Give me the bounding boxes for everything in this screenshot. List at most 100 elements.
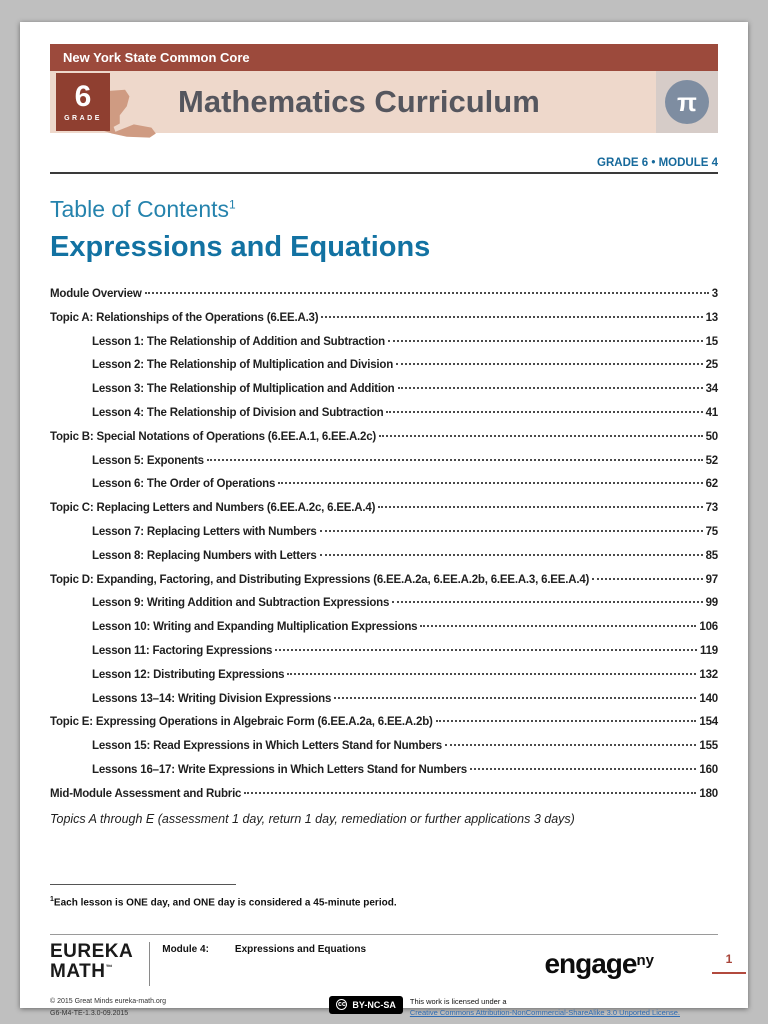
toc-row: Lesson 1: The Relationship of Addition a… — [50, 336, 718, 350]
eureka-logo-math: MATH — [50, 961, 106, 983]
toc-entry-page: 132 — [699, 668, 718, 681]
toc-entry-label: Lesson 11: Factoring Expressions — [92, 644, 273, 657]
cc-badge-label: BY-NC-SA — [352, 999, 396, 1010]
toc-entry-label: Lessons 13–14: Writing Division Expressi… — [92, 692, 332, 705]
common-core-label: New York State Common Core — [63, 50, 250, 65]
copyright: © 2015 Great Minds eureka-math.org G6-M4… — [50, 996, 166, 1020]
toc-row: Lessons 13–14: Writing Division Expressi… — [50, 693, 718, 707]
dot-leader — [319, 529, 703, 532]
grade-label: GRADE — [64, 115, 102, 122]
toc-entry-page: 13 — [705, 311, 719, 324]
engage-text: engage — [544, 947, 637, 979]
module-rule — [50, 172, 718, 174]
toc-row: Lesson 9: Writing Addition and Subtracti… — [50, 597, 718, 611]
toc-entry-page: 75 — [705, 525, 719, 538]
eureka-logo-line2: MATH™ — [50, 962, 133, 983]
license-text: This work is licensed under a Creative C… — [410, 996, 680, 1019]
page-number: 1 — [712, 952, 746, 974]
license-block: cc BY-NC-SA This work is licensed under … — [329, 995, 680, 1019]
toc-row: Lesson 15: Read Expressions in Which Let… — [50, 740, 718, 754]
pi-symbol: π — [677, 86, 697, 117]
footnote-marker: 1 — [50, 895, 54, 903]
toc-row: Lesson 7: Replacing Letters with Numbers… — [50, 526, 718, 540]
toc-heading-text: Table of Contents — [50, 196, 230, 222]
toc-row: Lesson 2: The Relationship of Multiplica… — [50, 359, 718, 373]
toc-entry-label: Lessons 16–17: Write Expressions in Whic… — [92, 763, 467, 776]
module-label-text: GRADE 6 • MODULE 4 — [597, 157, 718, 169]
footer-bottom: © 2015 Great Minds eureka-math.org G6-M4… — [50, 995, 718, 1020]
footnote-divider — [50, 883, 236, 885]
cc-icon: cc — [336, 999, 348, 1011]
eureka-math-logo: EUREKA MATH™ — [50, 941, 133, 983]
toc-heading: Table of Contents1 — [50, 196, 718, 223]
engage-ny-sup: ny — [636, 951, 654, 969]
toc-entry-page: 73 — [705, 502, 719, 515]
toc-entry-page: 34 — [705, 383, 719, 396]
cc-badge: cc BY-NC-SA — [329, 995, 403, 1014]
toc-row: Topic B: Special Notations of Operations… — [50, 431, 718, 445]
document-page: New York State Common Core 6 GRADE Mathe… — [20, 22, 748, 1017]
module-title: Expressions and Equations — [50, 231, 431, 263]
toc-entry-page: 106 — [699, 621, 718, 634]
document-code: G6-M4-TE-1.3.0-09.2015 — [50, 1009, 129, 1017]
toc-entry-label: Topic A: Relationships of the Operations… — [50, 311, 319, 324]
assessment-note: Topics A through E (assessment 1 day, re… — [50, 811, 575, 826]
toc-row: Lesson 12: Distributing Expressions 132 — [50, 669, 718, 683]
page-number-value: 1 — [725, 951, 733, 966]
dot-leader — [444, 744, 697, 747]
dot-leader — [420, 625, 697, 628]
toc-entry-label: Lesson 6: The Order of Operations — [92, 478, 276, 491]
toc-entry-page: 119 — [700, 644, 718, 657]
toc-entry-label: Lesson 2: The Relationship of Multiplica… — [92, 359, 394, 372]
toc-entry-label: Topic E: Expressing Operations in Algebr… — [50, 716, 433, 729]
toc-row: Lesson 10: Writing and Expanding Multipl… — [50, 621, 718, 635]
dot-leader — [397, 387, 703, 390]
dot-leader — [387, 339, 703, 342]
toc-entry-label: Lesson 4: The Relationship of Division a… — [92, 406, 384, 419]
dot-leader — [378, 506, 703, 509]
dot-leader — [144, 292, 709, 294]
toc-entry-page: 160 — [699, 763, 718, 776]
toc-entry-label: Lesson 5: Exponents — [92, 454, 204, 467]
dot-leader — [379, 434, 703, 437]
toc-row: Topic D: Expanding, Factoring, and Distr… — [50, 574, 718, 588]
toc-row: Topic E: Expressing Operations in Algebr… — [50, 716, 718, 730]
dot-leader — [334, 696, 697, 699]
toc-entry-page: 155 — [699, 740, 718, 753]
toc-entry-page: 41 — [705, 406, 719, 419]
page-content: New York State Common Core 6 GRADE Mathe… — [20, 22, 748, 1017]
toc-row: Lesson 6: The Order of Operations 62 — [50, 478, 718, 492]
toc-entry-label: Mid-Module Assessment and Rubric — [50, 787, 242, 800]
dot-leader — [319, 553, 703, 556]
toc-row: Lessons 16–17: Write Expressions in Whic… — [50, 764, 718, 778]
copyright-line1: © 2015 Great Minds eureka-math.org — [50, 997, 167, 1005]
toc-row: Lesson 8: Replacing Numbers with Letters… — [50, 550, 718, 564]
toc-row: Topic A: Relationships of the Operations… — [50, 312, 718, 326]
toc-entry-page: 15 — [705, 335, 719, 348]
toc-list: Module Overview 3 Topic A: Relationships o… — [50, 288, 718, 802]
toc-entry-label: Topic D: Expanding, Factoring, and Distr… — [50, 573, 590, 586]
toc-entry-label: Lesson 8: Replacing Numbers with Letters — [92, 549, 317, 562]
dot-leader — [321, 315, 703, 318]
toc-row: Lesson 5: Exponents 52 — [50, 455, 718, 469]
dot-leader — [287, 672, 697, 675]
footer-module-label: Module 4: — [162, 943, 209, 955]
toc-entry-page: 25 — [705, 359, 719, 372]
toc-entry-label: Lesson 10: Writing and Expanding Multipl… — [92, 621, 418, 634]
toc-entry-page: 154 — [699, 716, 718, 729]
grade-badge-square: 6 GRADE — [56, 73, 110, 131]
toc-entry-label: Lesson 12: Distributing Expressions — [92, 668, 285, 681]
dot-leader — [435, 720, 697, 723]
header-banner: 6 GRADE Mathematics Curriculum π — [50, 71, 718, 138]
toc-entry-label: Lesson 15: Read Expressions in Which Let… — [92, 740, 442, 753]
grade-number: 6 — [74, 80, 92, 113]
toc-entry-label: Topic C: Replacing Letters and Numbers (… — [50, 502, 376, 515]
footer-vertical-divider — [149, 941, 151, 986]
license-link[interactable]: Creative Commons Attribution-NonCommerci… — [409, 1008, 680, 1018]
footer: EUREKA MATH™ Module 4: Expressions and E… — [50, 941, 746, 986]
toc-entry-page: 99 — [705, 597, 719, 610]
toc-entry-label: Module Overview — [50, 288, 142, 300]
toc-row: Lesson 11: Factoring Expressions 119 — [50, 645, 718, 659]
toc-entry-page: 3 — [711, 288, 718, 300]
footer-module-title: Expressions and Equations — [234, 943, 367, 955]
